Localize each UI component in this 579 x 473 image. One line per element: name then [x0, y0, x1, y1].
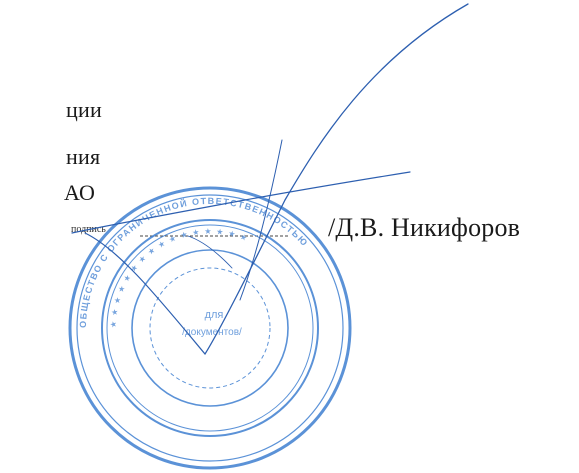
stamp-outer-ring-text: ОБЩЕСТВО С ОГРАНИЧЕННОЙ ОТВЕТСТВЕННОСТЬЮ	[78, 196, 310, 328]
truncated-text-line-2: ния	[66, 144, 101, 169]
signer-name: /Д.В. Никифоров	[328, 213, 521, 242]
signature-caption: подпись	[71, 224, 106, 235]
stamp-center-text-2: /документов/	[182, 327, 242, 338]
truncated-text-line-1: ции	[66, 97, 102, 122]
stamp-center-text-1: для	[205, 309, 224, 321]
truncated-text-line-3: АО	[64, 180, 96, 205]
svg-text:★ ★ ★ ★ ★ ★ ★ ★ ★ ★ ★ ★ ★ ★ ★: ★ ★ ★ ★ ★ ★ ★ ★ ★ ★ ★ ★ ★ ★ ★ ★	[109, 227, 250, 328]
